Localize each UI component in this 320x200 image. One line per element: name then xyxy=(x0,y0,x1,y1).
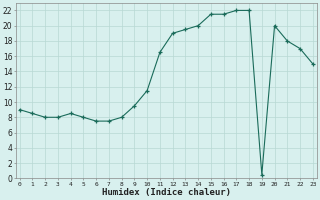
X-axis label: Humidex (Indice chaleur): Humidex (Indice chaleur) xyxy=(102,188,231,197)
